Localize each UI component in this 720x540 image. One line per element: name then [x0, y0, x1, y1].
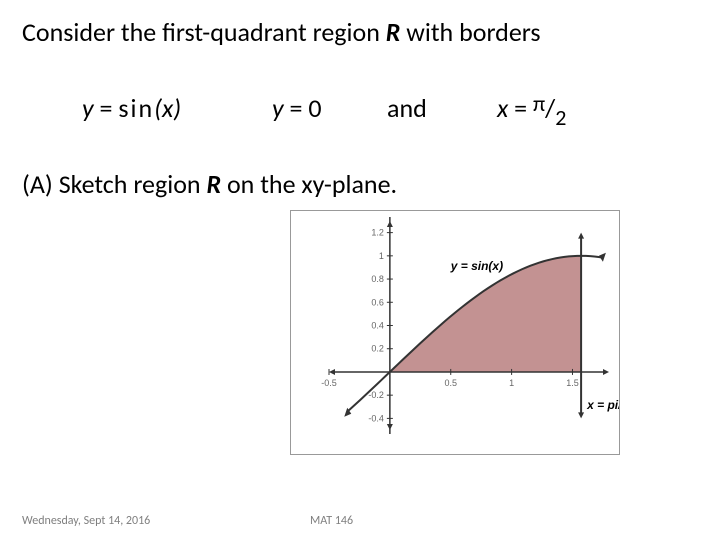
part-a-pre: (A) Sketch region	[22, 168, 206, 200]
svg-text:1: 1	[379, 251, 384, 261]
eq-and: and	[387, 92, 427, 124]
footer-left: Wednesday, Sept 14, 2016	[22, 514, 150, 528]
svg-text:-0.4: -0.4	[368, 413, 384, 423]
svg-text:0.5: 0.5	[444, 378, 457, 388]
eq1-y: y	[82, 92, 94, 124]
eq3: x = π/2	[497, 92, 566, 124]
part-a-bold: R	[206, 168, 221, 200]
svg-text:0.4: 0.4	[371, 321, 384, 331]
heading-pre: Consider the first-quadrant region	[22, 16, 386, 48]
svg-text:-0.5: -0.5	[321, 378, 337, 388]
svg-text:0.2: 0.2	[371, 344, 384, 354]
footer-center: MAT 146	[310, 514, 353, 528]
part-a-post: on the xy-plane.	[221, 168, 397, 200]
svg-text:-0.2: -0.2	[368, 390, 384, 400]
eq3-two: 2	[555, 104, 566, 131]
chart-svg: -0.5 0.5 1 1.5 -0.4 -0.2 0.2 0.4 0.6 0.8 1 1.2 y = s…	[291, 211, 619, 454]
eq2-eq: =	[284, 92, 309, 124]
graph-box: -0.5 0.5 1 1.5 -0.4 -0.2 0.2 0.4 0.6 0.8 1 1.2 y = s…	[290, 210, 620, 455]
eq1-sin: sin	[118, 92, 154, 124]
svg-text:y = sin(x): y = sin(x)	[450, 259, 503, 273]
eq2: y = 0	[272, 92, 322, 124]
eq3-pi: π	[533, 90, 545, 117]
heading-post: with borders	[400, 16, 540, 48]
svg-text:1.2: 1.2	[371, 228, 384, 238]
eq3-eq: =	[508, 92, 533, 124]
svg-text:x = pi/2: x = pi/2	[586, 398, 619, 412]
heading-bold: R	[386, 16, 401, 48]
eq3-x: x	[497, 92, 508, 124]
eq2-y: y	[272, 92, 284, 124]
heading: Consider the first-quadrant region R wit…	[22, 16, 541, 48]
svg-text:1.5: 1.5	[566, 378, 579, 388]
eq1-x: (x)	[154, 92, 181, 124]
part-a: (A) Sketch region R on the xy-plane.	[22, 168, 397, 200]
eq1: y = sin(x)	[82, 92, 181, 124]
svg-text:1: 1	[509, 378, 514, 388]
svg-text:0.6: 0.6	[371, 297, 384, 307]
eq3-slash: /	[545, 92, 555, 124]
eq1-eq: =	[94, 92, 119, 124]
svg-text:0.8: 0.8	[371, 274, 384, 284]
eq2-val: 0	[308, 92, 321, 124]
